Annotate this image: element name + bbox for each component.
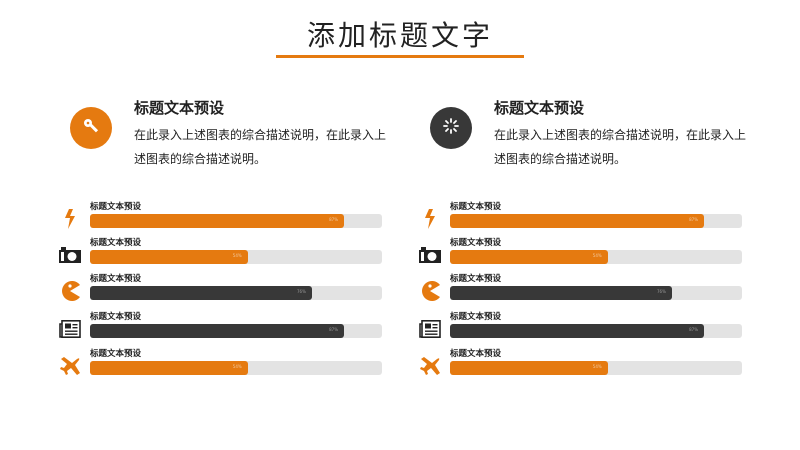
airplane-icon [418,355,442,377]
progress-fill: 54% [90,250,248,264]
page-title: 添加标题文字 [306,19,493,52]
progress-percent: 87% [329,327,339,332]
progress-fill: 76% [90,286,312,300]
progress-percent: 87% [689,327,699,332]
progress-label: 标题文本预设 [450,312,502,322]
key-icon [81,116,101,140]
progress-label: 标题文本预设 [90,349,142,359]
key-badge [70,107,112,149]
title-underline [276,55,524,58]
progress-track: 54% [90,250,382,264]
airplane-icon [58,355,82,377]
loading-spinner-icon [441,116,461,140]
progress-fill: 87% [450,214,705,228]
info-heading: 标题文本预设 [134,99,225,117]
progress-track: 54% [90,361,382,375]
progress-fill: 54% [90,361,248,375]
progress-track: 87% [450,324,742,338]
progress-label: 标题文本预设 [450,202,502,212]
camera-icon [418,244,442,266]
progress-percent: 76% [297,289,306,294]
progress-track: 54% [450,250,742,264]
progress-label: 标题文本预设 [450,238,502,248]
progress-fill: 87% [450,324,705,338]
info-description: 在此录入上述图表的综合描述说明，在此录入上述图表的综合描述说明。 [494,128,747,166]
progress-percent: 54% [592,253,602,258]
progress-track: 76% [90,286,382,300]
progress-track: 76% [450,286,742,300]
pacman-icon [58,280,82,302]
progress-percent: 87% [689,217,699,222]
info-description: 在此录入上述图表的综合描述说明，在此录入上述图表的综合描述说明。 [134,128,387,166]
newspaper-icon [418,318,442,340]
loading-spinner-badge [430,107,472,149]
camera-icon [58,244,82,266]
progress-fill: 87% [90,214,345,228]
progress-track: 87% [450,214,742,228]
progress-label: 标题文本预设 [90,238,142,248]
progress-percent: 54% [232,253,242,258]
progress-percent: 76% [657,289,666,294]
progress-percent: 87% [329,217,339,222]
progress-label: 标题文本预设 [450,349,502,359]
progress-track: 87% [90,214,382,228]
lightning-icon [418,208,442,230]
progress-label: 标题文本预设 [90,274,142,284]
info-heading: 标题文本预设 [494,99,585,117]
pacman-icon [418,280,442,302]
progress-track: 54% [450,361,742,375]
progress-percent: 54% [592,364,602,369]
progress-percent: 54% [232,364,242,369]
progress-label: 标题文本预设 [90,312,142,322]
progress-fill: 54% [450,250,608,264]
progress-label: 标题文本预设 [450,274,502,284]
progress-fill: 54% [450,361,608,375]
progress-label: 标题文本预设 [90,202,142,212]
progress-track: 87% [90,324,382,338]
newspaper-icon [58,318,82,340]
progress-fill: 87% [90,324,345,338]
lightning-icon [58,208,82,230]
progress-fill: 76% [450,286,672,300]
